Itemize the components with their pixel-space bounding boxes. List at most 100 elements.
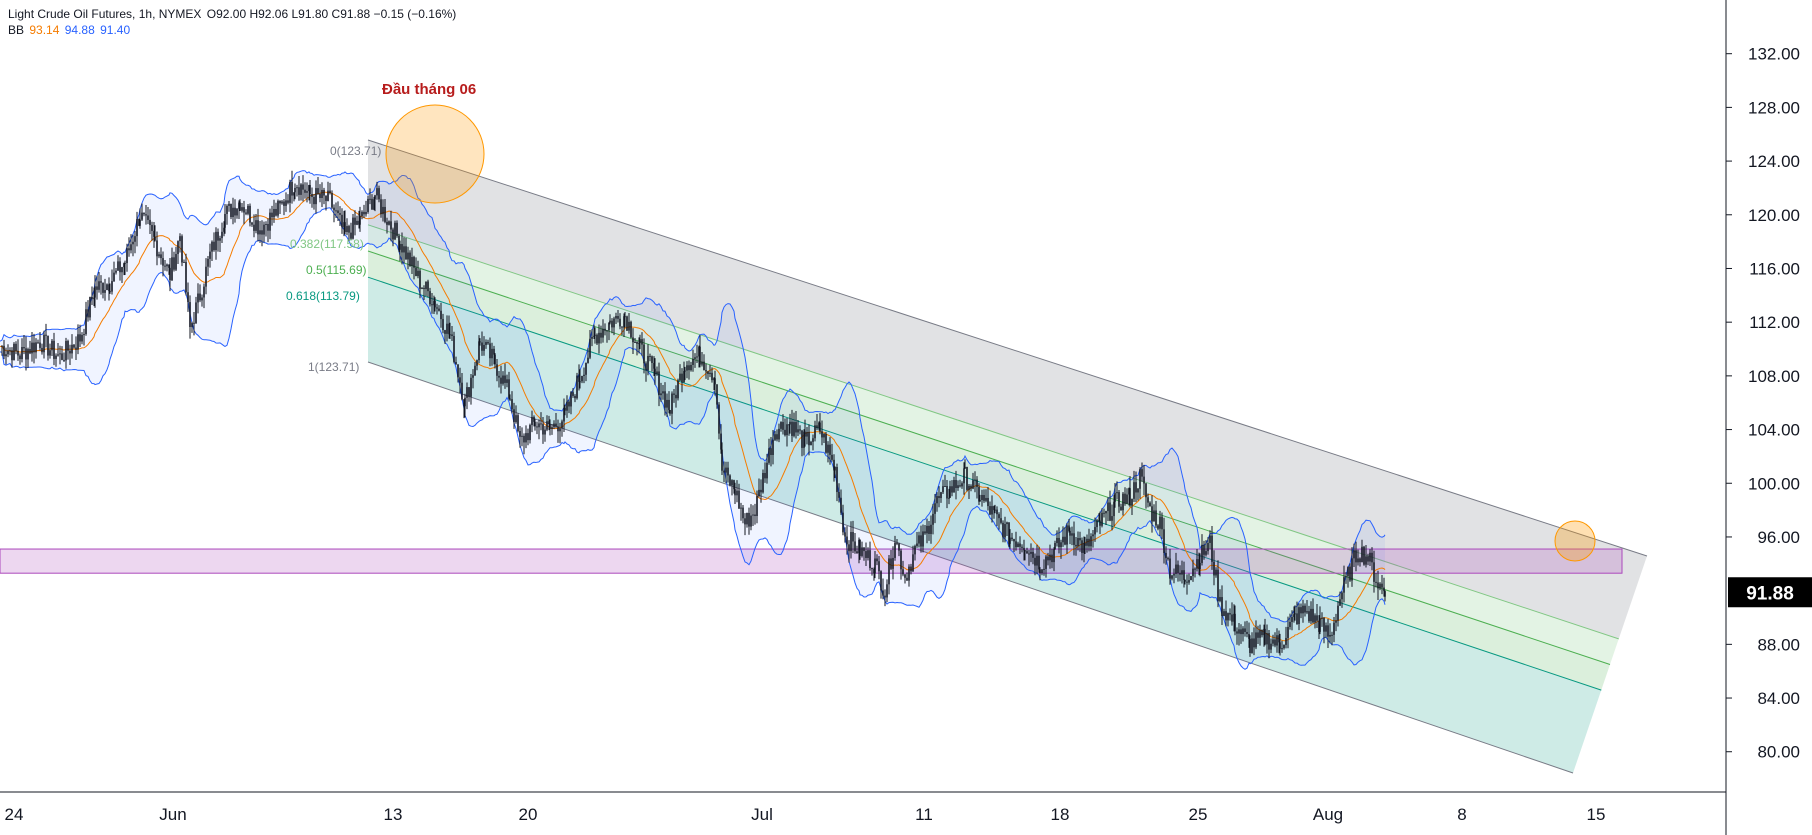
candle-body (356, 220, 358, 225)
candle-body (1211, 535, 1213, 562)
candle-body (219, 238, 221, 241)
candle-body (145, 214, 147, 216)
candle-body (671, 393, 673, 414)
candle-body (1147, 497, 1149, 503)
candle-body (760, 489, 762, 493)
candle-body (890, 558, 892, 569)
candle-body (476, 360, 478, 366)
candle-body (327, 190, 329, 201)
price-tag[interactable] (1728, 577, 1812, 608)
candle-body (780, 422, 782, 429)
candle-body (959, 485, 961, 487)
candle-body (654, 368, 656, 375)
candle-body (1287, 626, 1289, 638)
candle-body (848, 544, 850, 552)
candle-body (699, 346, 701, 365)
candle-body (574, 395, 576, 399)
candle-body (653, 363, 655, 369)
candle-body (632, 337, 634, 343)
candle-body (123, 263, 125, 268)
candle-body (199, 293, 201, 301)
candle-body (158, 254, 160, 257)
candle-body (1066, 525, 1068, 545)
candle-body (754, 514, 756, 517)
candle-body (768, 448, 770, 463)
candle-body (683, 371, 685, 383)
candle-body (900, 550, 902, 570)
candle-body (7, 350, 9, 355)
candle-body (39, 342, 41, 348)
candle-body (1263, 628, 1265, 636)
candle-body (380, 199, 382, 215)
candle-body (1255, 632, 1257, 648)
candle-body (317, 188, 319, 194)
candle-body (961, 483, 963, 487)
candle-body (677, 380, 679, 399)
candle-body (179, 236, 181, 242)
candle-body (506, 379, 508, 383)
candle-body (1177, 564, 1179, 573)
candle-body (593, 335, 595, 337)
candle-body (500, 377, 502, 384)
candle-body (461, 382, 463, 400)
x-tick-label: Jun (159, 805, 186, 824)
legend-bb-basis: 93.14 (29, 23, 60, 37)
candle-body (1047, 556, 1049, 561)
candle-body (946, 485, 948, 499)
y-tick-label: 112.00 (1749, 313, 1800, 332)
candle-body (1281, 648, 1283, 650)
candle-body (53, 340, 55, 359)
candle-body (1073, 533, 1075, 545)
fib-label: 0.5(115.69) (306, 263, 367, 277)
candle-body (277, 200, 279, 216)
candle-body (106, 284, 108, 291)
candle-body (1266, 633, 1268, 645)
candle-body (511, 399, 513, 410)
candle-body (329, 190, 331, 194)
candle-body (223, 227, 225, 232)
candle-body (1219, 597, 1221, 601)
candle-body (363, 211, 365, 215)
candle-body (534, 421, 536, 427)
candle-body (498, 375, 500, 378)
candle-body (421, 287, 423, 289)
candle-body (1357, 558, 1359, 563)
candle-body (1, 345, 3, 347)
candle-body (91, 296, 93, 300)
candle-body (265, 223, 267, 225)
candle-body (617, 316, 619, 319)
candle-body (517, 415, 519, 432)
candle-body (1186, 581, 1188, 583)
candle-body (1167, 558, 1169, 560)
candle-body (474, 365, 476, 376)
candle-body (738, 490, 740, 509)
candle-body (1036, 555, 1038, 566)
candle-body (344, 222, 346, 233)
candle-body (1058, 537, 1060, 548)
candle-body (788, 424, 790, 426)
candle-body (686, 365, 688, 371)
candle-body (1343, 577, 1345, 593)
candle-body (232, 207, 234, 218)
candle-body (1051, 554, 1053, 563)
candle-body (985, 497, 987, 501)
x-tick-label: 18 (1051, 805, 1070, 824)
candle-body (714, 378, 716, 385)
candle-body (13, 343, 15, 361)
legend-bb-row[interactable]: BB 93.14 94.88 91.40 (8, 22, 456, 38)
candle-body (1375, 581, 1377, 583)
plot-area[interactable] (0, 139, 1648, 774)
candle-body (1298, 607, 1300, 625)
candle-body (331, 193, 333, 208)
candle-body (1355, 550, 1357, 563)
candle-body (386, 221, 388, 225)
candle-body (1339, 599, 1341, 606)
candle-body (154, 236, 156, 241)
fib-line-382 (367, 224, 1619, 640)
candle-body (709, 372, 711, 375)
candle-body (249, 205, 251, 223)
candle-body (365, 211, 367, 215)
candle-body (367, 198, 369, 212)
